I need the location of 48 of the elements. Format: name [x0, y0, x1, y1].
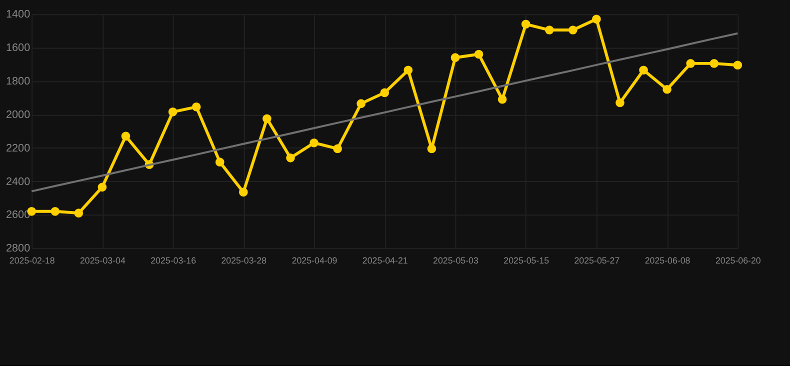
point	[710, 59, 719, 68]
point	[192, 102, 201, 112]
x-tick-label: 2025-06-20	[715, 255, 761, 266]
point	[380, 88, 390, 98]
point	[239, 188, 248, 197]
x-tick-label: 2025-05-03	[433, 255, 478, 266]
point	[262, 114, 272, 124]
point	[333, 144, 342, 154]
x-tick-label: 2025-02-18	[9, 255, 55, 266]
line-series	[30, 32, 739, 192]
point	[662, 84, 672, 94]
x-tick-label: 2025-05-15	[504, 255, 550, 266]
point	[592, 14, 601, 24]
x-tick-label: 2025-04-09	[292, 255, 338, 266]
y-tick-label: 2000	[6, 108, 30, 121]
y-tick-label: 2800	[6, 242, 30, 255]
point	[356, 99, 366, 108]
x-tick-label: 2025-03-28	[221, 255, 267, 266]
point	[215, 158, 224, 166]
y-tick-label: 2400	[6, 176, 30, 188]
point	[733, 60, 742, 70]
point	[568, 26, 578, 34]
point	[404, 66, 413, 75]
x-tick-label: 2025-03-16	[150, 255, 196, 266]
x-tick-label: 2025-03-04	[80, 255, 126, 266]
point	[427, 144, 436, 154]
point	[474, 50, 484, 59]
y-tick-label: 1800	[6, 75, 30, 88]
point	[50, 206, 60, 216]
point	[639, 66, 648, 75]
point	[74, 208, 84, 218]
point	[544, 26, 554, 34]
point	[121, 132, 130, 141]
point	[521, 20, 530, 29]
y-tick-label: 1400	[6, 8, 30, 21]
y-tick-label: 2200	[6, 142, 30, 154]
point	[616, 98, 624, 108]
point	[98, 182, 107, 192]
x-tick-label: 2025-05-27	[574, 255, 620, 266]
point	[168, 108, 178, 116]
point	[498, 94, 507, 104]
point	[450, 53, 460, 62]
x-tick-label: 2025-04-21	[362, 255, 408, 266]
point	[686, 59, 696, 68]
x-tick-label: 2025-06-08	[644, 255, 690, 266]
y-tick-label: 1600	[6, 42, 30, 54]
point	[286, 153, 295, 162]
point	[310, 138, 318, 148]
